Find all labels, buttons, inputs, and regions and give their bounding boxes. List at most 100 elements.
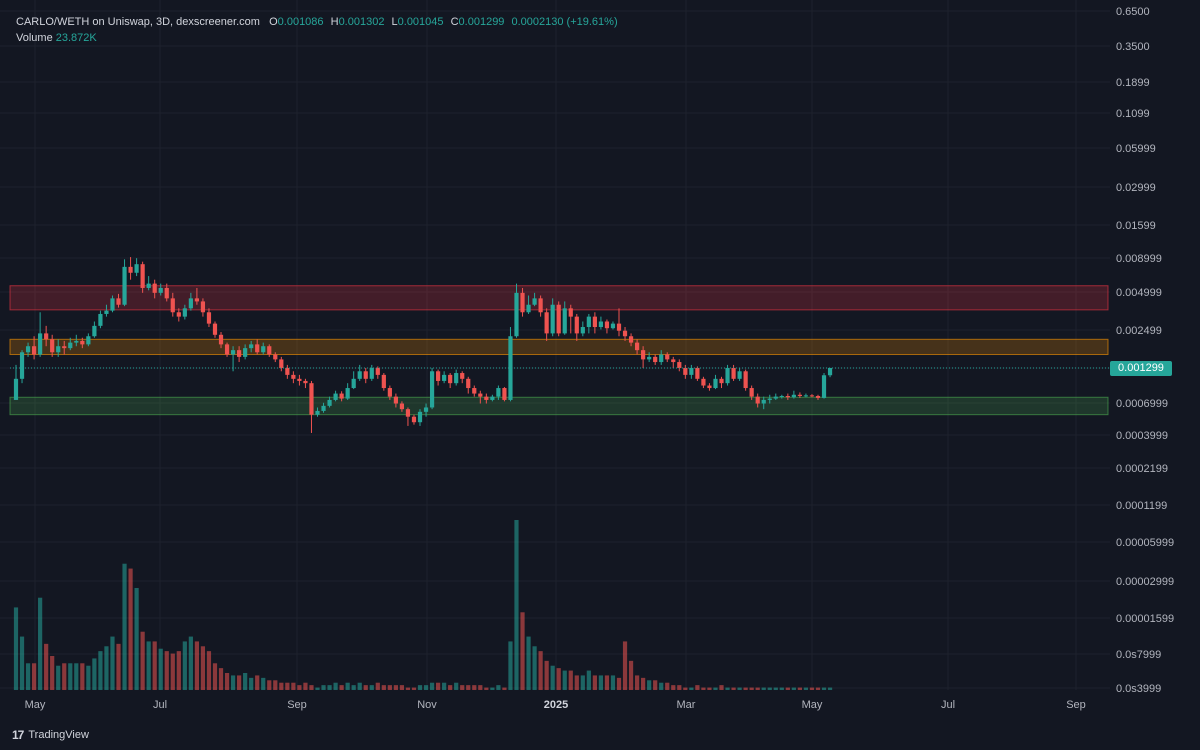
candle-body bbox=[116, 298, 121, 305]
volume-bar bbox=[357, 682, 362, 690]
volume-bar bbox=[586, 670, 591, 690]
time-tick-label: 2025 bbox=[544, 699, 568, 711]
volume-bar bbox=[677, 685, 682, 690]
candle-body bbox=[791, 394, 796, 398]
candle-body bbox=[809, 395, 815, 397]
candle-body bbox=[140, 264, 145, 288]
candle-body bbox=[104, 310, 109, 314]
price-tick-label: 0.0001199 bbox=[1116, 500, 1167, 512]
candle-body bbox=[797, 394, 802, 396]
volume-bar bbox=[62, 663, 67, 690]
candle-body bbox=[454, 373, 459, 384]
volume-bar bbox=[755, 687, 760, 690]
price-tick-label: 0.00005999 bbox=[1116, 537, 1174, 549]
candle-body bbox=[556, 304, 561, 334]
volume-bar bbox=[821, 687, 827, 690]
candle-body bbox=[291, 374, 296, 379]
price-tick-label: 0.00002999 bbox=[1116, 576, 1174, 588]
volume-bar bbox=[182, 641, 187, 690]
volume-bar bbox=[562, 670, 567, 690]
volume-label: Volume bbox=[16, 32, 53, 44]
candle-body bbox=[755, 396, 760, 404]
volume-bar bbox=[25, 663, 31, 690]
candle-body bbox=[218, 334, 224, 345]
volume-bar bbox=[454, 682, 459, 690]
candlestick-series bbox=[13, 257, 833, 433]
volume-bar bbox=[164, 651, 169, 690]
volume-bar bbox=[616, 677, 622, 690]
candle-body bbox=[695, 367, 700, 379]
ohlc-row: CARLO/WETH on Uniswap, 3D, dexscreener.c… bbox=[16, 14, 622, 30]
time-tick-label: Mar bbox=[677, 699, 696, 711]
volume-bar bbox=[339, 685, 344, 690]
volume-bar bbox=[761, 687, 766, 690]
volume-bar bbox=[363, 685, 368, 690]
candle-body bbox=[411, 416, 417, 423]
candle-body bbox=[255, 344, 260, 353]
volume-bar bbox=[218, 668, 224, 690]
price-tick-label: 0.1899 bbox=[1116, 77, 1150, 89]
volume-bar bbox=[411, 687, 417, 690]
candle-body bbox=[92, 325, 97, 337]
volume-bar bbox=[122, 563, 127, 690]
brand[interactable]: 17 TradingView bbox=[12, 728, 89, 742]
candle-body bbox=[146, 283, 151, 288]
volume-bar bbox=[647, 680, 652, 690]
candle-body bbox=[31, 346, 37, 355]
volume-bar bbox=[188, 636, 193, 690]
candle-body bbox=[580, 327, 585, 334]
pair-title: CARLO/WETH on Uniswap, 3D, dexscreener.c… bbox=[16, 16, 260, 28]
volume-bar bbox=[815, 687, 821, 690]
volume-bar bbox=[472, 685, 477, 690]
volume-bar bbox=[622, 641, 628, 690]
volume-bar bbox=[508, 641, 513, 690]
volume-bar bbox=[176, 651, 181, 690]
volume-bar bbox=[19, 636, 25, 690]
volume-bar bbox=[140, 631, 145, 690]
volume-bar bbox=[116, 643, 121, 690]
candle-body bbox=[375, 367, 380, 375]
candle-body bbox=[598, 321, 604, 328]
candle-body bbox=[574, 316, 579, 334]
candle-body bbox=[448, 374, 453, 384]
candle-body bbox=[743, 371, 748, 389]
candle-body bbox=[827, 367, 833, 376]
candle-body bbox=[224, 344, 230, 355]
volume-bar bbox=[375, 682, 380, 690]
candle-body bbox=[683, 367, 688, 375]
price-tick-label: 0.0s7999 bbox=[1116, 649, 1161, 661]
volume-bar bbox=[170, 653, 175, 690]
volume-bar bbox=[351, 685, 356, 690]
candle-body bbox=[821, 375, 827, 398]
candle-body bbox=[267, 346, 272, 355]
candle-body bbox=[677, 362, 682, 368]
candle-body bbox=[544, 312, 549, 334]
price-tick-label: 0.02999 bbox=[1116, 182, 1156, 194]
volume-bar bbox=[731, 687, 736, 690]
candle-body bbox=[321, 405, 326, 411]
volume-bar bbox=[695, 685, 700, 690]
candle-body bbox=[478, 393, 483, 397]
volume-bar bbox=[56, 665, 61, 690]
volume-bar bbox=[327, 685, 332, 690]
volume-bar bbox=[797, 687, 802, 690]
volume-bar bbox=[707, 687, 712, 690]
candle-body bbox=[13, 378, 19, 400]
candle-body bbox=[212, 323, 218, 335]
tradingview-logo-icon: 17 bbox=[12, 728, 24, 742]
price-axis[interactable]: 0.6500 0.3500 0.1899 0.1099 0.05999 0.02999 0.… bbox=[1116, 6, 1174, 695]
time-axis[interactable]: May Jul Sep Nov 2025 Mar May Jul Sep bbox=[25, 699, 1086, 711]
price-tick-label: 0.3500 bbox=[1116, 41, 1150, 53]
candle-body bbox=[592, 316, 597, 328]
footer bbox=[0, 724, 1200, 750]
volume-bar bbox=[550, 665, 555, 690]
candle-body bbox=[514, 292, 519, 337]
candle-body bbox=[333, 393, 338, 400]
candle-body bbox=[315, 410, 320, 415]
candle-body bbox=[381, 374, 386, 389]
candle-body bbox=[689, 367, 694, 375]
volume-bar bbox=[80, 663, 85, 690]
candle-body bbox=[737, 371, 742, 379]
volume-bar bbox=[369, 685, 374, 690]
